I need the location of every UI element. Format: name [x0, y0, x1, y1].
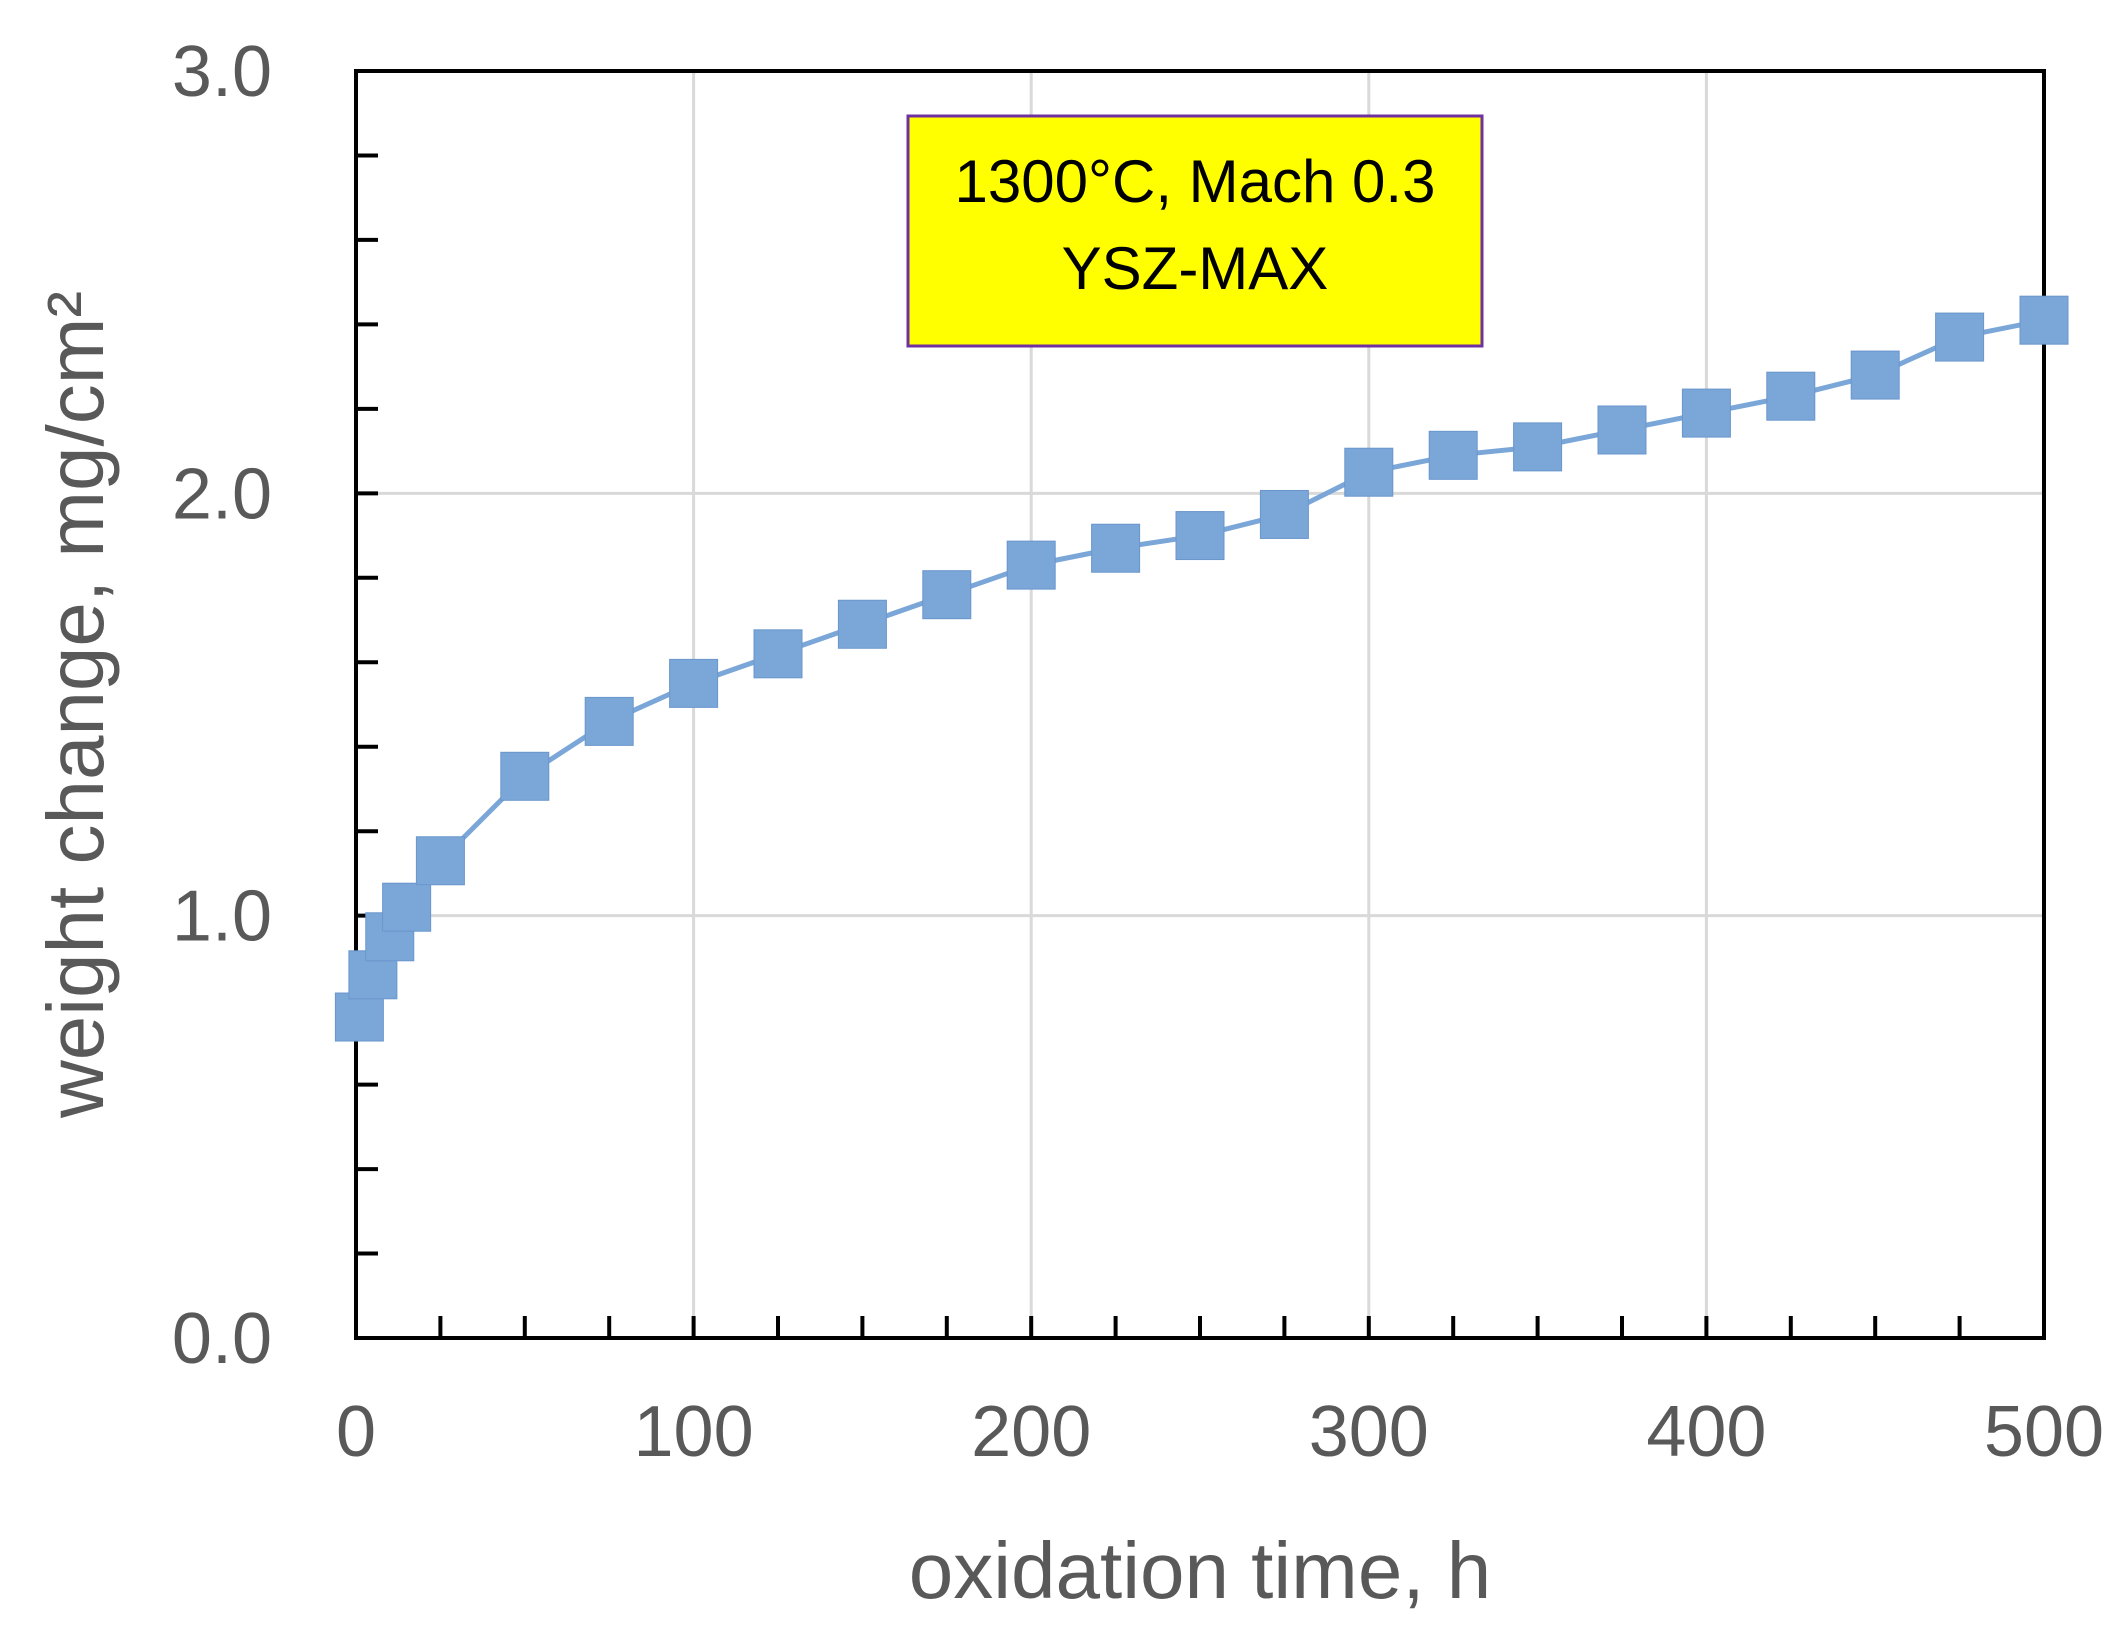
data-point-425	[1766, 371, 1816, 421]
y-tick-label-0.0: 0.0	[172, 1299, 272, 1379]
data-point-250	[1175, 511, 1225, 561]
data-point-100	[669, 658, 719, 708]
x-tick-label-200: 200	[971, 1392, 1091, 1472]
y-tick-label-2.0: 2.0	[172, 454, 272, 534]
y-axis-title: weight change, mg/cm²	[31, 291, 120, 1119]
data-point-50	[500, 751, 550, 801]
data-point-25	[415, 836, 465, 886]
data-point-1	[334, 992, 384, 1042]
series-line-0	[356, 317, 2045, 1018]
data-point-125	[753, 629, 803, 679]
data-point-325	[1428, 430, 1478, 480]
x-tick-label-100: 100	[634, 1392, 754, 1472]
data-point-375	[1597, 405, 1647, 455]
data-point-75	[584, 696, 634, 746]
annotation-background	[906, 114, 1484, 348]
data-point-450	[1850, 350, 1900, 400]
x-tick-label-400: 400	[1646, 1392, 1766, 1472]
data-point-350	[1513, 422, 1563, 472]
data-point-400	[1681, 388, 1731, 438]
tick-labels: 0 100 200 300 400 500 0.0 1.0 2.0 3.0	[172, 32, 2104, 1472]
annotation-line-2: YSZ-MAX	[1062, 235, 1329, 302]
data-point-475	[1935, 312, 1985, 362]
annotation-line-1: 1300°C, Mach 0.3	[955, 148, 1436, 215]
x-axis-title: oxidation time, h	[909, 1526, 1492, 1615]
data-point-275	[1259, 489, 1309, 539]
y-tick-label-3.0: 3.0	[172, 32, 272, 112]
annotation-box: 1300°C, Mach 0.3 YSZ-MAX	[906, 114, 1484, 348]
x-tick-label-300: 300	[1309, 1392, 1429, 1472]
data-point-15	[382, 882, 432, 932]
x-tick-label-500: 500	[1984, 1392, 2104, 1472]
data-point-200	[1006, 540, 1056, 590]
y-tick-label-1.0: 1.0	[172, 877, 272, 957]
x-tick-label-0: 0	[336, 1392, 376, 1472]
data-point-500	[2019, 295, 2069, 345]
data-point-300	[1344, 447, 1394, 497]
data-point-150	[837, 599, 887, 649]
plot-area-frame	[354, 69, 2046, 1340]
data-series	[334, 295, 2069, 1042]
data-point-225	[1091, 523, 1141, 573]
data-point-175	[922, 570, 972, 620]
axis-ticks	[356, 153, 1962, 1338]
